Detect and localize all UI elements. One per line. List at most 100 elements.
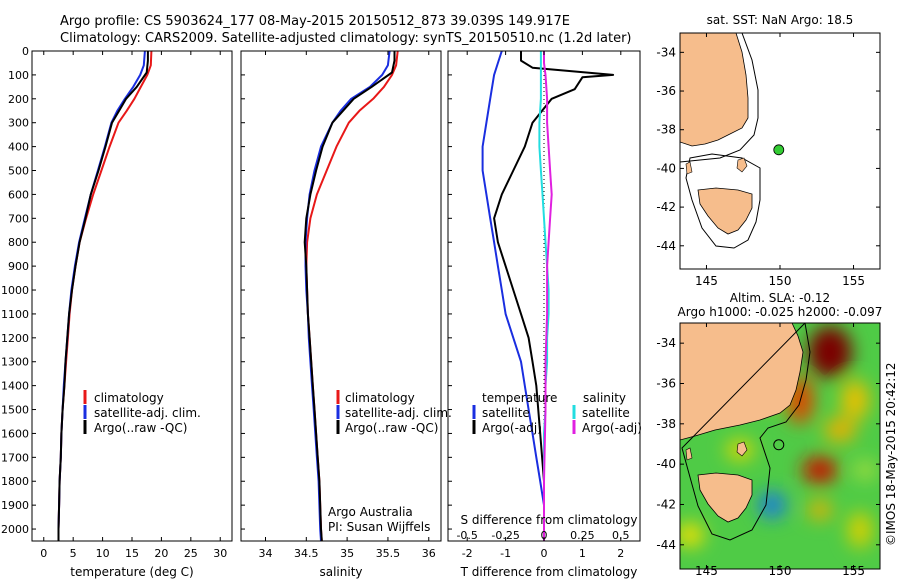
sla-map-frame [679,322,881,570]
depth-tick-label: 900 [8,260,29,273]
x-tick-label: 0 [40,547,47,560]
x-tick-label: 20 [154,547,168,560]
depth-tick-label: 1100 [1,308,29,321]
lon-tick-label: 150 [769,564,792,578]
difference-panel: -2 -1 0 1 2 -0.5 -0.25 0 0.25 0.5 T difference fr… [447,50,642,579]
depth-tick-label: 1700 [1,451,29,464]
series-line-argo-raw-qc [303,51,396,541]
sla-shelf-outline [681,323,811,541]
depth-tick-label: 300 [8,117,29,130]
lat-tick-label: -38 [656,123,676,137]
x-tick-label: -2 [462,547,473,560]
salinity-legend: climatology satellite-adj. clim. Argo(..… [336,390,452,435]
sla-tasmania-land [697,472,753,523]
depth-tick-label: 1500 [1,404,29,417]
figure-title-line2: Climatology: CARS2009. Satellite-adjuste… [60,31,632,46]
lon-tick-label: 145 [695,274,718,288]
legend-label-s-satellite: satellite [582,406,630,420]
lat-tick-label: -36 [656,84,676,98]
series-line-climatology [305,51,399,541]
x-tick-label: -1 [500,547,511,560]
depth-tick-label: 100 [8,69,29,82]
depth-tick-label: 500 [8,165,29,178]
king-island [685,161,693,175]
legend-label-s-argo: Argo(-adj) [582,421,642,435]
temperature-panel-frame [31,50,233,542]
lat-tick-label: -40 [656,457,676,471]
figure-title-line1: Argo profile: CS 5903624_177 08-May-2015… [60,14,570,29]
depth-tick-label: 1600 [1,427,29,440]
x-tick-label: 5 [70,547,77,560]
x-tick-label: 0 [541,547,548,560]
sst-map-frame [679,32,881,270]
argo-float-marker [773,144,785,156]
lat-tick-label: -36 [656,376,676,390]
mainland-shelf-outline [680,33,759,163]
legend-label-satellite: satellite-adj. clim. [94,406,201,420]
s-difference-label: S difference from climatology [461,513,638,527]
legend-label-argo: Argo(..raw -QC) [345,421,438,435]
x-tick-label: 34.5 [294,547,319,560]
credit-pi: PI: Susan Wijffels [328,520,430,534]
t-difference-xlabel: T difference from climatology [460,565,638,579]
sla-king-island [685,447,693,461]
depth-tick-label: 800 [8,236,29,249]
series-line-satellite [481,51,545,541]
flinders-island [736,157,748,173]
lon-tick-label: 155 [842,564,865,578]
legend-label-t-satellite: satellite [482,406,530,420]
lon-tick-label: 150 [769,274,792,288]
difference-panel-frame [447,50,641,542]
sla-map-title-1: Altim. SLA: -0.12 [730,291,830,305]
salinity-xlabel: salinity [319,565,362,579]
lat-tick-label: -44 [656,239,676,253]
lat-tick-label: -42 [656,200,676,214]
x-tick-label: 15 [125,547,139,560]
series-line-argo-raw-qc [57,51,149,541]
s-tick-label: 0 [541,529,548,542]
temperature-xlabel: temperature (deg C) [70,565,193,579]
tasmania-shelf-outline [685,153,761,249]
legend-label-argo: Argo(..raw -QC) [94,421,187,435]
imos-timestamp: ©IMOS 18-May-2015 20:42:12 [884,362,898,546]
series-line-argo-adj [543,51,553,541]
series-line-argo-adj [493,51,615,541]
lon-tick-label: 155 [842,274,865,288]
temperature-panel: 0100200300400500600700800900100011001200… [1,45,233,579]
depth-tick-label: 600 [8,188,29,201]
sla-map-panel: Altim. SLA: -0.12 Argo h1000: -0.025 h20… [656,291,882,578]
x-tick-label: 1 [579,547,586,560]
legend-label-satellite: satellite-adj. clim. [345,406,452,420]
salinity-panel-frame [240,50,442,542]
depth-tick-label: 200 [8,93,29,106]
x-tick-label: 10 [96,547,110,560]
lat-tick-label: -42 [656,497,676,511]
legend-label-climatology: climatology [345,391,415,405]
depth-tick-label: 2000 [1,523,29,536]
sla-mainland-land [680,323,804,441]
difference-legend: temperature satellite Argo(-adj) salinit… [472,391,642,435]
s-tick-label: 0.25 [570,529,595,542]
temperature-legend: climatology satellite-adj. clim. Argo(..… [83,390,201,435]
x-tick-label: 35 [340,547,354,560]
sst-map-title: sat. SST: NaN Argo: 18.5 [707,13,854,27]
legend-title-salinity: salinity [583,391,626,405]
x-tick-label: 30 [213,547,227,560]
x-tick-label: 2 [617,547,624,560]
x-tick-label: 35.5 [376,547,401,560]
mainland-land [680,33,749,147]
legend-title-temperature: temperature [482,391,557,405]
sst-map-panel: sat. SST: NaN Argo: 18.5 145 150 155 -34 -36… [656,13,881,288]
sla-map-title-2: Argo h1000: -0.025 h2000: -0.097 [678,305,883,319]
lon-tick-label: 145 [695,564,718,578]
lat-tick-label: -44 [656,538,676,552]
depth-tick-label: 1000 [1,284,29,297]
depth-tick-label: 1900 [1,499,29,512]
depth-tick-label: 0 [22,45,29,58]
depth-tick-label: 400 [8,141,29,154]
lat-tick-label: -34 [656,336,676,350]
depth-tick-label: 1400 [1,380,29,393]
lat-tick-label: -38 [656,417,676,431]
s-tick-label: -0.25 [491,529,519,542]
